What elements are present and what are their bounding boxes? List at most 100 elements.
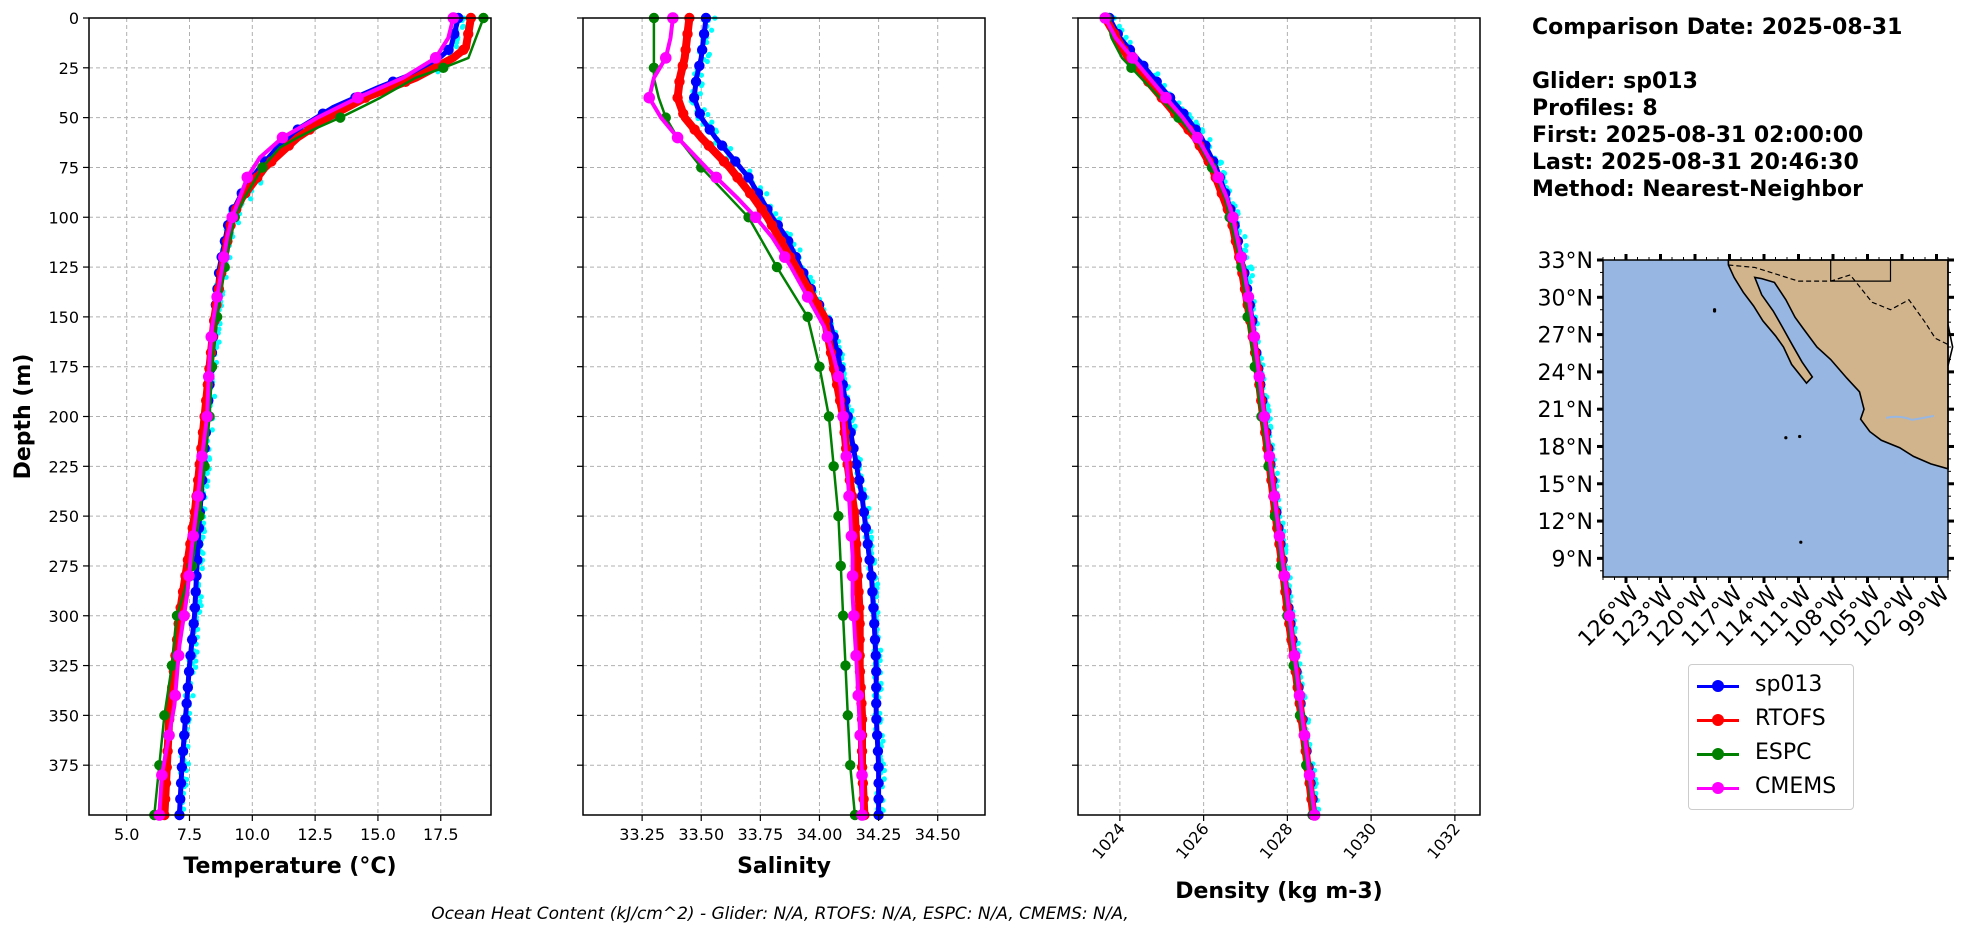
- cmems-marker: [1283, 609, 1296, 622]
- glider-raw-point: [705, 111, 711, 118]
- sp013-marker: [866, 570, 877, 582]
- x-tick-label: 33.25: [619, 825, 665, 844]
- glider-raw-point: [190, 693, 196, 699]
- cmems-marker: [218, 251, 230, 263]
- cmems-marker: [192, 490, 204, 503]
- sp013-marker: [871, 714, 882, 725]
- cmems-marker: [172, 649, 185, 662]
- cmems-marker: [226, 211, 239, 224]
- cmems-marker: [1235, 251, 1248, 263]
- y-tick-label: 150: [48, 308, 79, 327]
- sp013-marker: [704, 124, 715, 135]
- espc-line: [652, 18, 857, 816]
- profiles-count: Profiles: 8: [1532, 96, 1658, 121]
- glider-raw-point: [881, 776, 887, 782]
- glider-raw-point: [1242, 247, 1248, 253]
- glider-raw-point: [1123, 34, 1129, 40]
- rtofs-marker: [672, 92, 683, 103]
- sp013-marker: [183, 666, 195, 677]
- espc-marker: [159, 710, 170, 721]
- espc-marker: [438, 62, 449, 74]
- y-tick-label: 50: [59, 109, 79, 128]
- rtofs-marker: [854, 602, 865, 613]
- espc-marker: [823, 411, 835, 422]
- salinity-panel: 33.25 33.50 33.75 34.00 34.25 34.50 Salinity: [577, 12, 986, 879]
- x-tick-label: 1032: [1423, 819, 1464, 862]
- sp013-marker: [848, 443, 859, 454]
- sp013-marker: [872, 746, 884, 757]
- glider-raw-point: [1285, 565, 1291, 571]
- y-tick-label: 25: [59, 59, 79, 78]
- legend-item-cmems: CMEMS: [1689, 773, 1853, 803]
- sp013-marker: [873, 777, 884, 789]
- glider-raw-point: [810, 279, 816, 285]
- rtofs-marker: [677, 60, 688, 72]
- sp013-marker: [180, 714, 191, 725]
- cmems-marker: [856, 769, 868, 781]
- cmems-marker: [183, 570, 195, 582]
- espc-marker: [814, 361, 825, 372]
- cmems-marker: [659, 52, 672, 64]
- sp013-marker: [856, 491, 868, 502]
- sp013-marker: [182, 682, 194, 693]
- country-border: [1728, 264, 1949, 346]
- x-tick-label: 15.0: [360, 825, 396, 844]
- glider-raw-point: [193, 658, 199, 664]
- x-tick-label: 1028: [1256, 819, 1297, 862]
- cmems-marker: [1212, 171, 1225, 184]
- cmems-marker: [832, 370, 845, 383]
- first-profile-time: First: 2025-08-31 02:00:00: [1532, 123, 1864, 148]
- y-tick-label: 100: [48, 208, 79, 227]
- lat-tick-label: 24°N: [1538, 361, 1593, 386]
- rtofs-marker: [718, 156, 730, 167]
- sp013-marker: [690, 76, 702, 87]
- cmems-marker: [749, 211, 762, 224]
- cmems-marker: [778, 251, 791, 263]
- state-border: [1830, 260, 1892, 282]
- espc-marker: [1126, 62, 1137, 74]
- glider-raw-point: [204, 483, 210, 489]
- glider-raw-point: [709, 119, 715, 125]
- sp013-marker: [873, 793, 884, 805]
- y-tick-label: 175: [48, 358, 79, 377]
- y-tick-label: 75: [59, 158, 79, 177]
- cmems-marker: [1248, 331, 1261, 343]
- glider-raw-point: [194, 649, 200, 655]
- cmems-marker: [1258, 410, 1271, 423]
- cmems-marker: [187, 530, 200, 542]
- sp013-marker: [870, 650, 881, 661]
- cmems-marker: [840, 450, 853, 463]
- cmems-marker: [169, 689, 182, 702]
- cmems-marker: [211, 291, 223, 303]
- island: [1798, 434, 1802, 439]
- x-tick-label: 1030: [1339, 819, 1380, 862]
- sp013-marker: [694, 60, 705, 72]
- cmems-marker: [1253, 370, 1266, 383]
- sp013-marker: [190, 586, 201, 598]
- sp013-marker: [860, 522, 872, 534]
- glider-raw-point: [459, 24, 465, 30]
- cmems-marker: [429, 52, 442, 64]
- sp013-marker: [698, 28, 710, 40]
- espc-marker: [257, 162, 268, 173]
- cmems-marker: [1263, 450, 1276, 463]
- island: [1799, 540, 1803, 544]
- cmems-marker: [156, 769, 168, 781]
- cmems-marker: [163, 729, 175, 742]
- axes-frame: [88, 17, 492, 816]
- comparison-date-title: Comparison Date: 2025-08-31: [1532, 15, 1903, 40]
- glider-raw-point: [728, 146, 734, 152]
- glider-raw-point: [878, 647, 884, 653]
- sp013-marker: [851, 459, 862, 470]
- comparison-method: Method: Nearest-Neighbor: [1532, 177, 1863, 202]
- x-tick-label: 34.25: [856, 825, 902, 844]
- sp013-marker: [175, 793, 186, 805]
- sp013-marker: [743, 172, 754, 183]
- axes-frame: [582, 17, 986, 816]
- sp013-marker: [185, 650, 196, 661]
- lat-tick-label: 21°N: [1538, 398, 1593, 423]
- island: [1712, 309, 1717, 313]
- glider-raw-point: [204, 470, 210, 476]
- espc-line: [153, 17, 485, 816]
- legend-item-rtofs: RTOFS: [1689, 705, 1853, 735]
